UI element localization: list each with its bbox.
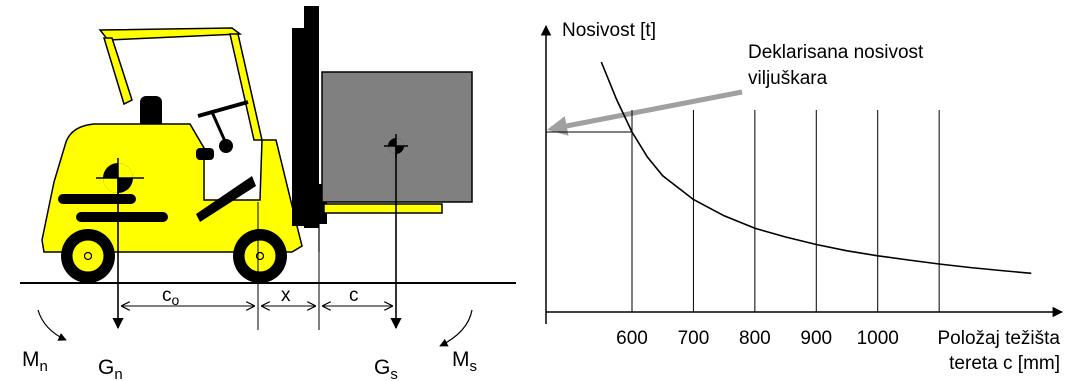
guard-post-front — [229, 33, 263, 141]
force-gn-label: Gn — [98, 356, 123, 381]
load-box — [321, 71, 473, 203]
carriage — [319, 184, 327, 224]
dashboard — [196, 148, 214, 160]
forklift — [41, 6, 473, 283]
overhead-guard-roof — [98, 27, 243, 41]
guard-post-rear — [102, 37, 133, 106]
capacity-chart: Nosivost [t] Položaj težišta tereta c [m… — [540, 20, 1064, 374]
front-wheel — [233, 229, 287, 283]
callout-line2: viljuškara — [748, 68, 828, 89]
x-axis-label-line1: Položaj težišta — [937, 328, 1060, 349]
x-tick-label-700: 700 — [678, 328, 710, 349]
dim-x-label: x — [281, 285, 291, 306]
moment-mn-label: Mn — [22, 348, 48, 375]
moment-ms-label: Ms — [452, 348, 477, 375]
x-tick-label-900: 900 — [800, 328, 832, 349]
force-gs-label: Gs — [374, 356, 398, 381]
moment-ms-arrow — [439, 309, 473, 347]
y-axis-label: Nosivost [t] — [562, 20, 656, 41]
statics-annotations: co x c Mn Gn Gs Ms — [20, 146, 516, 381]
body-stripe-top — [58, 194, 136, 204]
x-tick-label-800: 800 — [739, 328, 771, 349]
mast-inner — [304, 6, 319, 228]
x-tick-label-600: 600 — [616, 328, 648, 349]
moment-mn-arrow — [37, 309, 67, 341]
callout-arrow — [547, 89, 743, 136]
seat-back — [140, 96, 162, 130]
dim-co-label: co — [162, 285, 180, 308]
capacity-curve — [600, 61, 1032, 275]
x-axis-label-line2: tereta c [mm] — [949, 353, 1060, 374]
fork-tine — [323, 203, 443, 214]
dim-c-label: c — [349, 285, 359, 306]
x-tick-label-1000: 1000 — [857, 328, 899, 349]
body-stripe-bottom — [76, 212, 168, 222]
tilt-lever — [196, 176, 256, 222]
rear-wheel — [61, 229, 115, 283]
callout-line1: Deklarisana nosivost — [748, 42, 924, 63]
control-knob — [219, 139, 233, 153]
steering-wheel — [197, 100, 249, 118]
